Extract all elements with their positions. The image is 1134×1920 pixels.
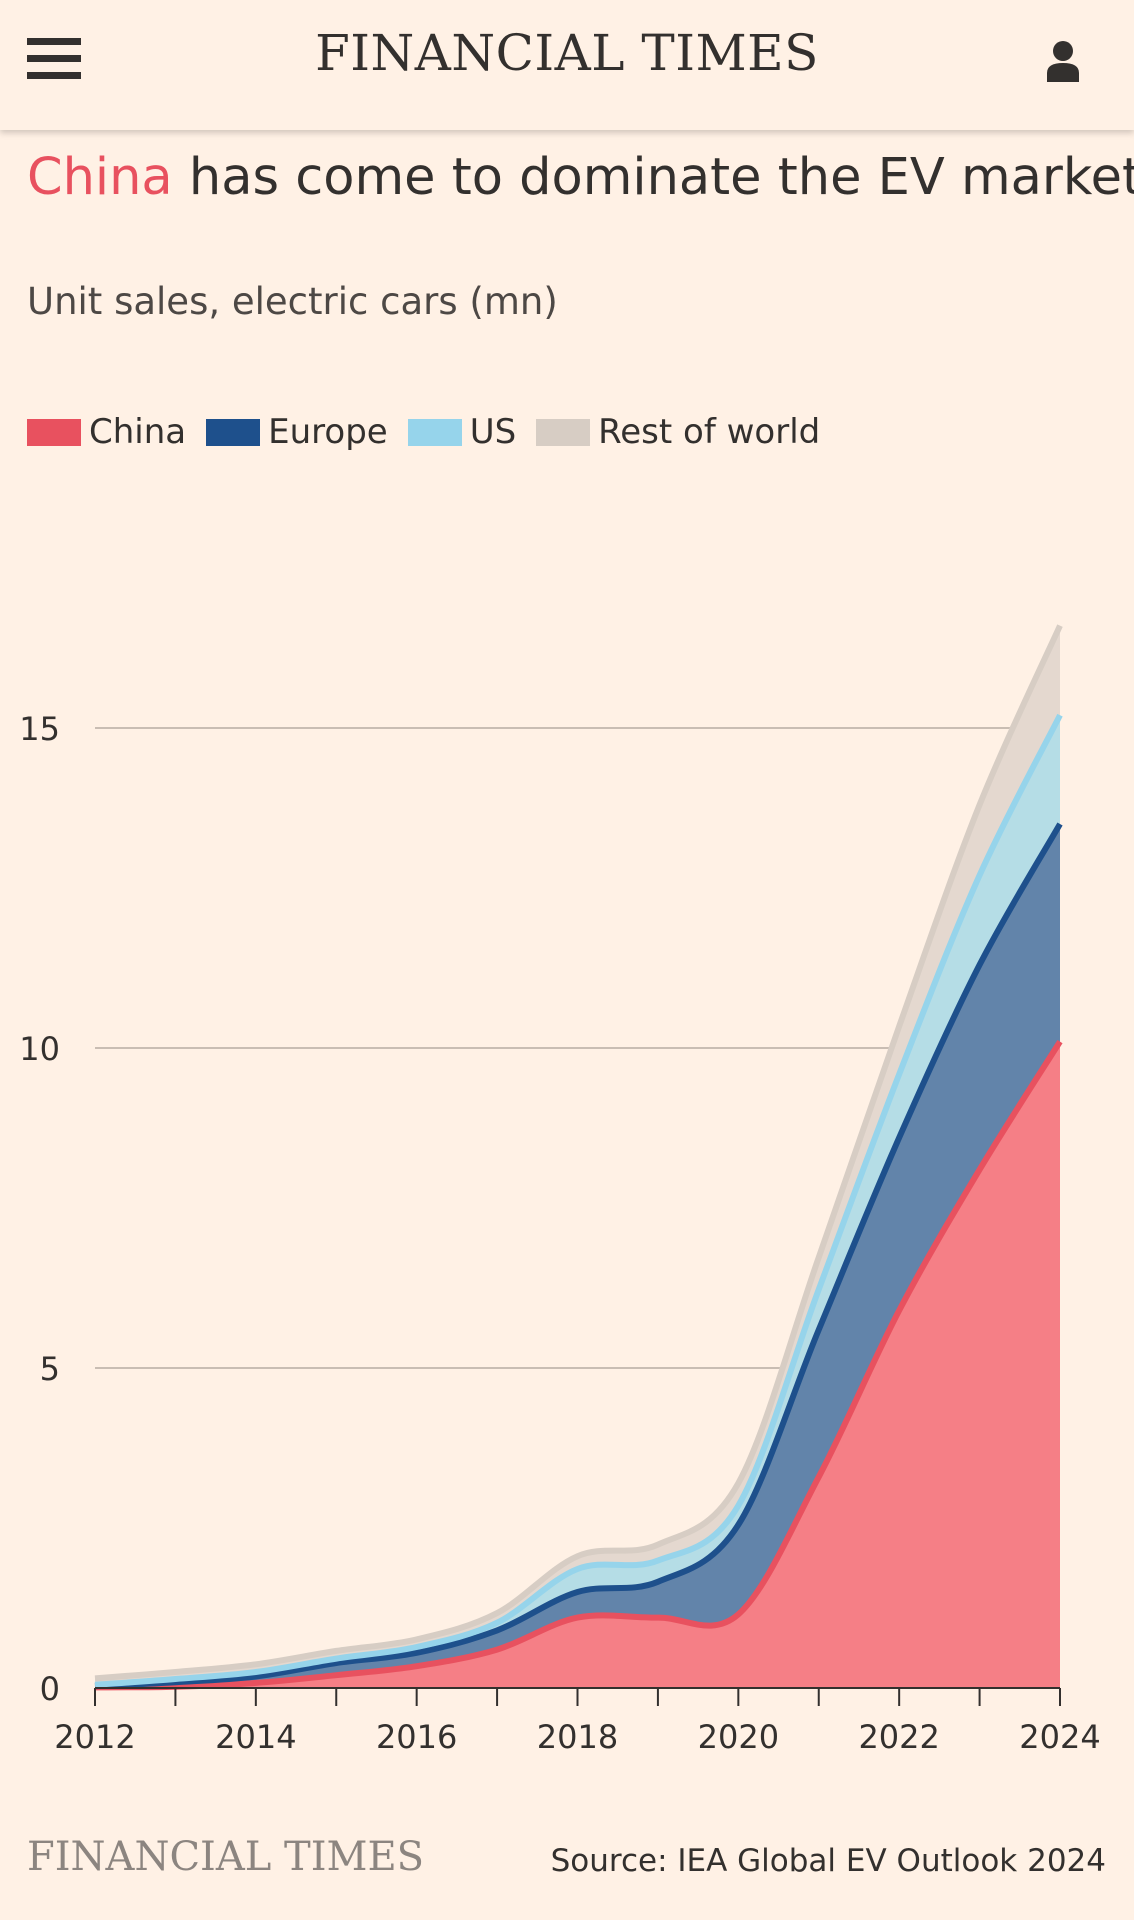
chart-legend: China Europe US Rest of world <box>27 410 840 454</box>
chart-subtitle: Unit sales, electric cars (mn) <box>27 280 558 323</box>
legend-label: Rest of world <box>598 412 821 452</box>
masthead-logo[interactable]: FINANCIAL TIMES <box>315 24 819 82</box>
legend-swatch <box>206 418 261 446</box>
legend-swatch <box>27 418 81 446</box>
legend-label: Europe <box>268 412 388 452</box>
x-tick-label: 2012 <box>54 1718 135 1756</box>
headline-highlight: China <box>27 148 173 207</box>
y-tick-label: 0 <box>40 1670 60 1708</box>
headline-text: has come to dominate the EV market <box>172 148 1134 207</box>
legend-swatch <box>536 418 591 446</box>
x-tick-label: 2018 <box>537 1718 618 1756</box>
line-us <box>94 713 1063 1688</box>
y-tick-label: 10 <box>19 1030 60 1068</box>
user-account-icon[interactable] <box>1046 40 1080 82</box>
y-tick-label: 5 <box>40 1350 60 1388</box>
source-note: Source: IEA Global EV Outlook 2024 <box>550 1843 1106 1879</box>
legend-label: US <box>469 412 517 452</box>
hamburger-menu-icon[interactable] <box>27 38 81 80</box>
x-tick-label: 2022 <box>858 1718 939 1756</box>
chart-headline: China has come to dominate the EV market <box>27 148 1134 207</box>
legend-label: China <box>89 412 187 452</box>
footer-logo: FINANCIAL TIMES <box>27 1834 425 1880</box>
x-tick-label: 2014 <box>215 1718 296 1756</box>
stacked-area-chart: 0 5 10 15 2012 2014 2016 2018 2020 2022 2024 <box>19 624 1101 1756</box>
x-tick-label: 2016 <box>376 1718 457 1756</box>
legend-item-rest-of-world: Rest of world <box>536 412 820 452</box>
line-china <box>94 1040 1063 1691</box>
y-tick-label: 15 <box>19 710 60 748</box>
top-navigation-bar: FINANCIAL TIMES <box>0 0 1134 130</box>
area-china <box>95 1041 1060 1688</box>
line-rest-of-world <box>94 624 1063 1682</box>
x-tick-label: 2024 <box>1019 1718 1100 1756</box>
legend-item-us: US <box>407 412 517 452</box>
x-tick-label: 2020 <box>698 1718 779 1756</box>
area-us <box>95 715 1060 1687</box>
line-europe <box>94 822 1063 1690</box>
legend-item-europe: Europe <box>206 412 388 452</box>
legend-swatch <box>407 418 462 446</box>
legend-item-china: China <box>27 412 186 452</box>
